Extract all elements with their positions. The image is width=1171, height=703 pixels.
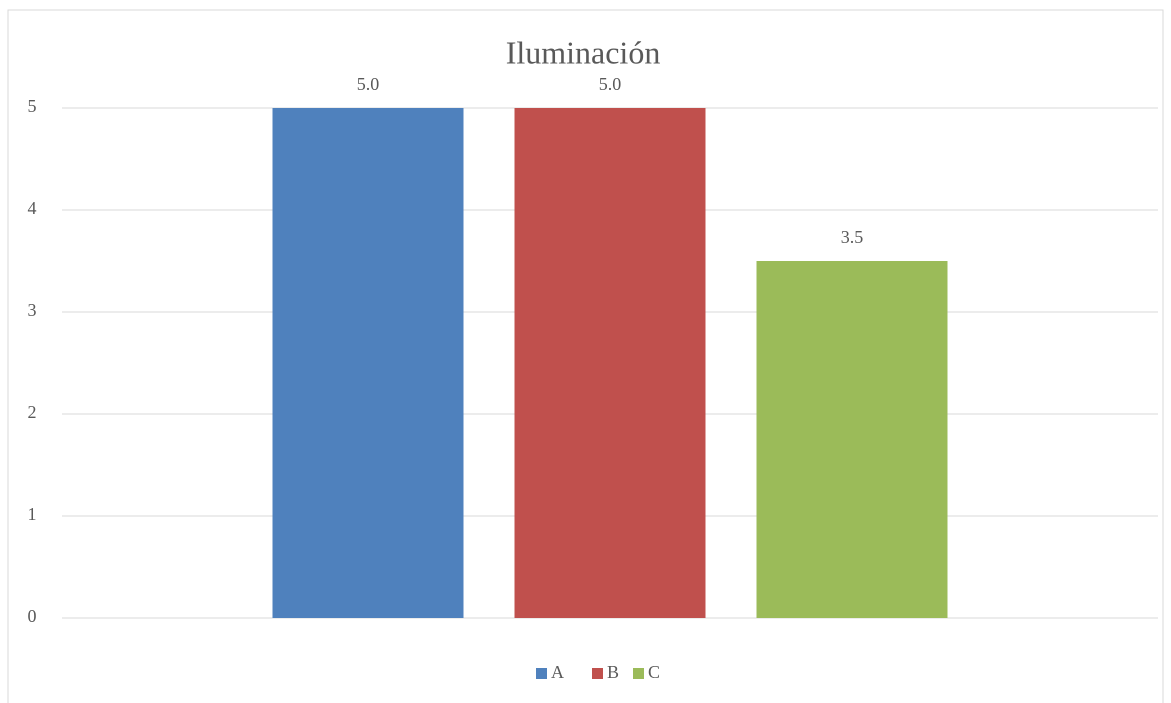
legend-swatch [633, 668, 644, 679]
legend-swatch [536, 668, 547, 679]
value-label: 3.5 [841, 227, 864, 247]
legend-label: A [551, 662, 564, 682]
bar [272, 108, 464, 618]
y-tick-label: 4 [28, 198, 37, 218]
chart-border [7, 9, 1164, 703]
y-tick-label: 1 [28, 504, 37, 524]
y-tick-label: 3 [28, 300, 37, 320]
y-tick-label: 2 [28, 402, 37, 422]
chart-title: Iluminación [506, 34, 661, 70]
value-label: 5.0 [599, 74, 622, 94]
bar [756, 261, 948, 618]
y-tick-label: 0 [28, 606, 37, 626]
bar [514, 108, 706, 618]
legend-label: B [607, 662, 619, 682]
value-label: 5.0 [357, 74, 380, 94]
legend-swatch [592, 668, 603, 679]
y-tick-label: 5 [28, 96, 37, 116]
legend-label: C [648, 662, 660, 682]
